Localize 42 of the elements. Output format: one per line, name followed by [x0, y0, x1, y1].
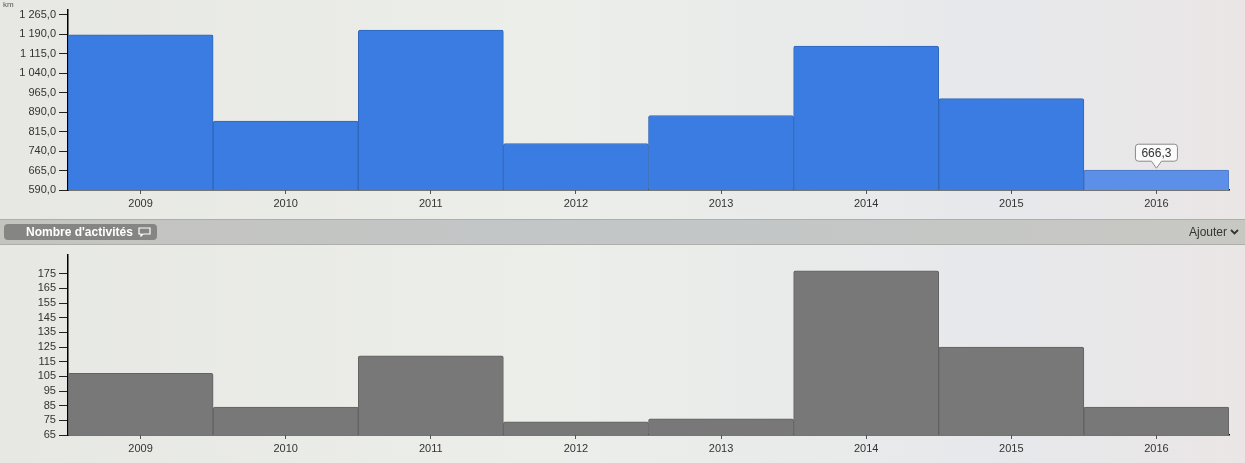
data-label: 666,3 — [1141, 145, 1172, 160]
x-tick-label: 2012 — [563, 441, 589, 454]
x-tick-label: 2015 — [999, 441, 1024, 454]
x-tick-label: 2011 — [418, 441, 443, 454]
y-tick-label: 590,0 — [28, 183, 56, 196]
y-tick-label: 665,0 — [28, 163, 56, 176]
y-tick-label: 175 — [37, 266, 56, 279]
y-axis-title: km — [3, 0, 14, 10]
x-tick-label: 2010 — [273, 441, 298, 454]
y-tick-label: 1 115,0 — [20, 46, 56, 59]
y-tick-label: 165 — [37, 281, 56, 294]
text: Ajouter — [1188, 224, 1227, 240]
y-tick-label: 965,0 — [28, 85, 56, 98]
y-tick-label: 75 — [43, 413, 56, 426]
y-tick-label: 815,0 — [28, 124, 56, 137]
x-tick-label: 2014 — [853, 196, 879, 209]
x-tick-label: 2012 — [563, 196, 589, 209]
x-tick-label: 2015 — [999, 196, 1024, 209]
y-tick-label: 1 040,0 — [19, 66, 56, 79]
y-tick-label: 1 265,0 — [19, 7, 56, 20]
y-tick-label: 155 — [37, 296, 56, 309]
y-tick-label: 115 — [38, 354, 56, 367]
y-tick-label: 105 — [37, 369, 56, 382]
y-tick-label: 135 — [37, 325, 56, 338]
y-tick-label: 1 190,0 — [19, 27, 56, 40]
chart-title: Nombre d'activités — [26, 224, 133, 240]
x-tick-label: 2010 — [273, 196, 298, 209]
y-tick-label: 85 — [43, 398, 56, 411]
y-tick-label: 145 — [37, 310, 56, 323]
x-tick-label: 2016 — [1144, 441, 1169, 454]
x-tick-label: 2016 — [1144, 196, 1169, 209]
x-tick-label: 2013 — [708, 196, 734, 209]
y-tick-label: 65 — [43, 428, 56, 441]
y-tick-label: 890,0 — [28, 105, 56, 118]
x-tick-label: 2013 — [708, 441, 734, 454]
y-tick-label: 125 — [37, 340, 56, 353]
y-tick-label: 95 — [43, 384, 56, 397]
y-tick-label: 740,0 — [28, 144, 56, 157]
x-tick-label: 2011 — [418, 196, 443, 209]
x-tick-label: 2014 — [853, 441, 879, 454]
x-tick-label: 2009 — [128, 196, 153, 209]
x-tick-label: 2009 — [128, 441, 153, 454]
